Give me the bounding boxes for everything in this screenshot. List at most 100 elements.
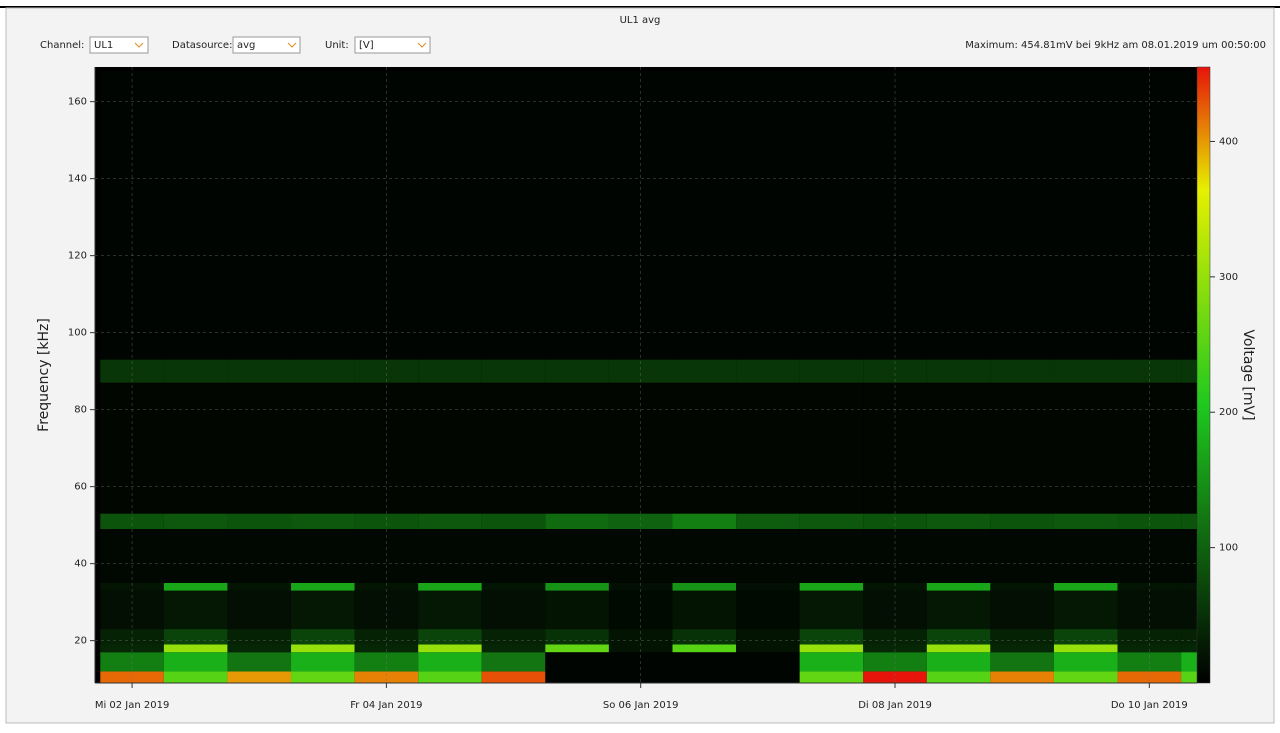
heatmap-cell <box>354 359 419 383</box>
heatmap-cell <box>990 513 1054 529</box>
heatmap-cell <box>163 70 228 360</box>
heatmap-cell <box>672 513 737 529</box>
heatmap-cell <box>1053 513 1118 529</box>
heatmap-cell <box>863 629 927 645</box>
heatmap-cell <box>926 671 991 683</box>
y-tick-label: 60 <box>74 482 87 493</box>
dropdown-arrow[interactable] <box>417 42 427 48</box>
heatmap-cell <box>1117 644 1182 653</box>
maximum-info: Maximum: 454.81mV bei 9kHz am 08.01.2019… <box>965 40 1266 51</box>
x-tick-label: Do 10 Jan 2019 <box>1111 700 1188 711</box>
heatmap-cell <box>672 70 737 360</box>
heatmap-cell <box>163 513 228 529</box>
heatmap-cell <box>163 671 228 683</box>
heatmap-cell <box>1053 70 1118 360</box>
heatmap-cell <box>926 70 991 360</box>
colorbar-tick-label: 200 <box>1219 407 1238 418</box>
heatmap-cell <box>1181 671 1197 683</box>
y-tick-label: 140 <box>68 174 87 185</box>
select-value[interactable]: avg <box>237 40 255 51</box>
heatmap-cell <box>1181 359 1197 383</box>
y-tick-label: 160 <box>68 97 87 108</box>
heatmap-cell <box>1053 359 1118 383</box>
heatmap-cell <box>608 582 673 591</box>
heatmap-cell <box>736 513 800 529</box>
heatmap-cell <box>418 671 482 683</box>
heatmap-cell <box>926 652 991 672</box>
select-box[interactable] <box>232 36 301 54</box>
heatmap-cell <box>1053 629 1118 645</box>
heatmap-cell <box>418 359 482 383</box>
heatmap-cell <box>672 359 737 383</box>
dropdown-arrow[interactable] <box>287 42 297 48</box>
heatmap-cell <box>481 590 546 630</box>
y-tick-label: 20 <box>74 636 87 647</box>
heatmap-cell <box>227 529 292 583</box>
heatmap-cell <box>736 70 800 360</box>
heatmap-cell <box>863 359 927 383</box>
heatmap-cell <box>736 590 800 630</box>
heatmap-cell <box>799 529 864 583</box>
heatmap-cell <box>799 590 864 630</box>
y-axis-label: Frequency [kHz] <box>36 318 52 432</box>
x-tick-label: Fr 04 Jan 2019 <box>350 700 422 711</box>
heatmap-cell <box>291 382 355 514</box>
heatmap-cell <box>418 644 482 653</box>
heatmap-cell <box>163 644 228 653</box>
heatmap-cell <box>545 671 609 683</box>
heatmap-cell <box>163 652 228 672</box>
heatmap-cell <box>545 513 609 529</box>
unit-select[interactable]: [V] <box>354 36 431 54</box>
heatmap-cell <box>736 529 800 583</box>
heatmap-cell <box>418 629 482 645</box>
heatmap-cell <box>481 529 546 583</box>
heatmap-cell <box>545 382 609 514</box>
heatmap-cell <box>799 644 864 653</box>
select-value[interactable]: UL1 <box>94 40 113 51</box>
heatmap-cell <box>1181 582 1197 591</box>
heatmap-cell <box>608 359 673 383</box>
heatmap-cell <box>163 529 228 583</box>
select-box[interactable] <box>354 36 431 54</box>
heatmap-cell <box>926 529 991 583</box>
heatmap-cell <box>545 629 609 645</box>
heatmap-cell <box>1117 359 1182 383</box>
heatmap-cell <box>799 382 864 514</box>
heatmap-cell <box>990 644 1054 653</box>
unit-label: Unit: <box>325 40 349 51</box>
heatmap-cell <box>481 671 546 683</box>
heatmap-cell <box>926 359 991 383</box>
heatmap-cell <box>100 629 164 645</box>
channel-select[interactable]: UL1 <box>89 36 149 54</box>
heatmap-cell <box>799 70 864 360</box>
heatmap-cell <box>990 629 1054 645</box>
heatmap-cell <box>990 529 1054 583</box>
y-tick-label: 80 <box>74 405 87 416</box>
select-value[interactable]: [V] <box>359 40 374 51</box>
heatmap-cell <box>291 582 355 591</box>
heatmap-cell <box>418 70 482 360</box>
heatmap-cell <box>163 582 228 591</box>
heatmap-cell <box>799 671 864 683</box>
heatmap-cell <box>1053 582 1118 591</box>
colorbar-label: Voltage [mV] <box>1240 329 1256 420</box>
heatmap-cell <box>100 644 164 653</box>
heatmap-cell <box>863 671 927 683</box>
heatmap-cell <box>100 582 164 591</box>
select-box[interactable] <box>89 36 149 54</box>
heatmap-cell <box>863 70 927 360</box>
x-tick-label: Mi 02 Jan 2019 <box>95 700 170 711</box>
heatmap-cell <box>481 582 546 591</box>
heatmap-cell <box>990 671 1054 683</box>
heatmap <box>100 70 1197 683</box>
dropdown-arrow[interactable] <box>134 42 144 48</box>
heatmap-cell <box>736 359 800 383</box>
heatmap-cell <box>545 582 609 591</box>
datasource-select[interactable]: avg <box>232 36 301 54</box>
heatmap-cell <box>227 382 292 514</box>
heatmap-cell <box>354 582 419 591</box>
heatmap-cell <box>418 382 482 514</box>
heatmap-cell <box>227 513 292 529</box>
heatmap-cell <box>1053 671 1118 683</box>
heatmap-cell <box>163 590 228 630</box>
